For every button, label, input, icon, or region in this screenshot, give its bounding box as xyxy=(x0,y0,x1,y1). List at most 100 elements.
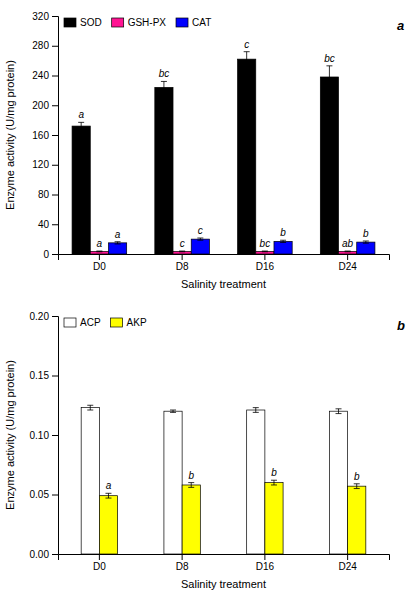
tick-label: D24 xyxy=(338,261,357,272)
legend-item: ACP xyxy=(64,317,101,328)
legend-swatch xyxy=(64,18,76,27)
tick-mark xyxy=(52,76,58,77)
tick-label: 0.15 xyxy=(30,370,50,381)
y-axis: 0.000.050.100.150.20 xyxy=(30,311,59,560)
tick-mark xyxy=(99,254,100,260)
significance-label: c xyxy=(180,238,185,249)
legend-swatch xyxy=(112,18,124,27)
tick: 320 xyxy=(32,11,58,22)
legend: ACP AKP xyxy=(64,317,147,328)
significance-label: a xyxy=(115,229,121,240)
axis-line xyxy=(59,555,390,561)
bar xyxy=(108,243,126,254)
tick-mark xyxy=(99,554,100,560)
legend-swatch xyxy=(64,318,76,327)
error-bar xyxy=(161,81,167,93)
series xyxy=(90,251,356,254)
tick-label: D16 xyxy=(256,561,275,572)
tick-label: 0 xyxy=(43,249,49,260)
bar xyxy=(164,411,182,554)
tick-label: 80 xyxy=(38,189,50,200)
series xyxy=(72,52,338,254)
bar xyxy=(329,411,347,554)
tick: 0.05 xyxy=(30,489,58,500)
bar xyxy=(90,251,108,254)
legend-swatch xyxy=(176,18,188,27)
tick: 280 xyxy=(32,40,58,51)
tick-label: 0.00 xyxy=(30,549,50,560)
significance-label: ab xyxy=(342,238,354,249)
tick-label: 280 xyxy=(32,40,49,51)
legend: SODGSH-PXCAT xyxy=(64,17,211,28)
tick-label: D16 xyxy=(256,261,275,272)
tick: 80 xyxy=(38,189,58,200)
tick-label: D0 xyxy=(93,261,106,272)
significance-label: b xyxy=(280,227,286,238)
tick: 0.15 xyxy=(30,370,58,381)
tick-label: 160 xyxy=(32,130,49,141)
bar xyxy=(339,251,357,254)
tick-label: 0.05 xyxy=(30,489,50,500)
significance-label: b xyxy=(354,471,360,482)
legend-item: AKP xyxy=(111,317,147,328)
legend-item: CAT xyxy=(176,17,211,28)
tick-label: D24 xyxy=(338,561,357,572)
axis-line xyxy=(52,317,59,555)
error-bar xyxy=(326,66,332,88)
x-axis: D0 D8 D16 D24 xyxy=(59,554,390,572)
significance-label: c xyxy=(198,225,203,236)
series xyxy=(108,238,374,254)
tick: D0 xyxy=(93,554,106,572)
bar xyxy=(265,483,283,554)
tick-mark xyxy=(52,254,58,255)
tick-mark xyxy=(264,554,265,560)
legend-label: ACP xyxy=(80,317,101,328)
tick-mark xyxy=(347,254,348,260)
tick-label: 240 xyxy=(32,70,49,81)
error-bar xyxy=(96,251,102,253)
significance-label: bc xyxy=(260,238,271,249)
plot-area xyxy=(81,405,366,554)
legend-swatch xyxy=(111,318,123,327)
tick: D24 xyxy=(338,254,357,272)
series xyxy=(99,480,365,554)
error-bar xyxy=(271,480,277,485)
error-bar xyxy=(280,240,286,242)
bar xyxy=(72,126,90,254)
panel: abccbcacbcabacbb04080120160200240280320D… xyxy=(4,11,404,290)
y-axis-title: Enzyme activity (U/mg protein) xyxy=(4,360,16,510)
annotations: abbb xyxy=(106,467,360,491)
x-axis-title: Salinity treatment xyxy=(181,578,266,590)
tick-label: 120 xyxy=(32,159,49,170)
tick-mark xyxy=(52,165,58,166)
tick: 200 xyxy=(32,100,58,111)
tick: D0 xyxy=(93,254,106,272)
tick-label: 0.10 xyxy=(30,430,50,441)
tick-mark xyxy=(52,46,58,47)
y-axis: 04080120160200240280320 xyxy=(32,11,58,260)
panel-label: a xyxy=(397,18,404,33)
bar xyxy=(238,59,256,254)
bar xyxy=(155,87,173,254)
tick: 160 xyxy=(32,130,58,141)
tick: D8 xyxy=(176,254,189,272)
bar xyxy=(247,410,265,554)
legend-label: AKP xyxy=(127,317,147,328)
error-bar xyxy=(354,484,360,489)
significance-label: bc xyxy=(159,68,170,79)
error-bar xyxy=(336,409,342,414)
error-bar xyxy=(363,241,369,243)
tick-label: D8 xyxy=(176,561,189,572)
bar xyxy=(274,241,292,254)
error-bar xyxy=(345,251,351,253)
series xyxy=(81,405,347,554)
error-bar xyxy=(105,493,111,498)
error-bar xyxy=(170,410,176,412)
error-bar xyxy=(253,408,259,413)
legend-item: GSH-PX xyxy=(112,17,167,28)
legend-label: CAT xyxy=(192,17,211,28)
legend-label: GSH-PX xyxy=(128,17,167,28)
annotations: abccbcacbcabacbb xyxy=(78,39,369,249)
bar xyxy=(357,242,375,254)
significance-label: b xyxy=(188,470,194,481)
